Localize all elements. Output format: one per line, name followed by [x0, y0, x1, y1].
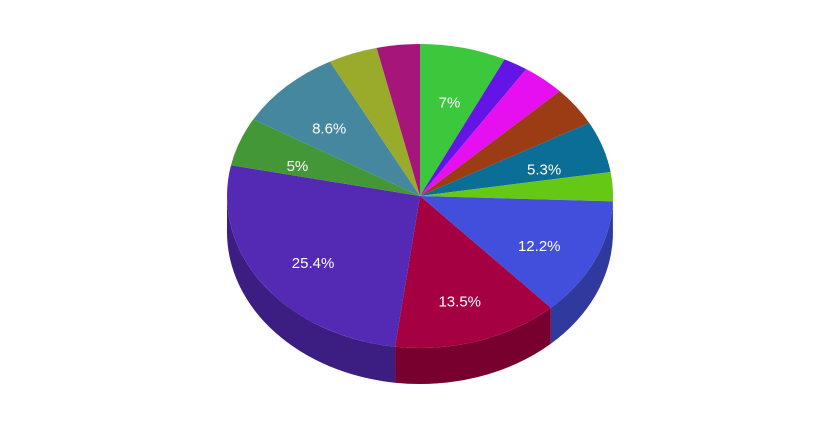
pie-slice-7[interactable] — [420, 196, 613, 308]
pie-slice-1[interactable] — [420, 44, 505, 196]
slice-label-7: 12.2% — [518, 238, 561, 255]
pie-slice-side-7 — [550, 201, 613, 344]
pie-slice-3[interactable] — [420, 69, 560, 196]
pie-depth-layer — [227, 196, 613, 385]
pie-slice-2[interactable] — [420, 59, 527, 196]
pie-slice-4[interactable] — [420, 91, 590, 196]
slice-label-8: 13.5% — [438, 293, 481, 310]
pie-slice-13[interactable] — [376, 44, 420, 196]
pie-slice-8[interactable] — [395, 196, 551, 348]
slice-label-9: 25.4% — [292, 255, 335, 272]
slice-label-11: 8.6% — [312, 120, 346, 137]
pie-label-layer: 7% 5.3% 12.2% 13.5% 25.4% 5% 8.6% — [287, 94, 562, 310]
pie-slice-side-9 — [227, 196, 396, 383]
pie-slice-10[interactable] — [231, 119, 420, 196]
pie-slice-9[interactable] — [227, 165, 420, 347]
pie-slice-12[interactable] — [329, 47, 420, 196]
pie-top-layer — [227, 44, 613, 348]
slice-label-1: 7% — [439, 94, 461, 111]
slice-label-5: 5.3% — [527, 161, 561, 178]
pie-slice-5[interactable] — [420, 122, 611, 196]
pie-slice-side-8 — [395, 307, 551, 385]
pie-slice-6[interactable] — [420, 171, 613, 202]
pie-slice-11[interactable] — [253, 61, 420, 197]
slice-label-10: 5% — [287, 158, 309, 175]
